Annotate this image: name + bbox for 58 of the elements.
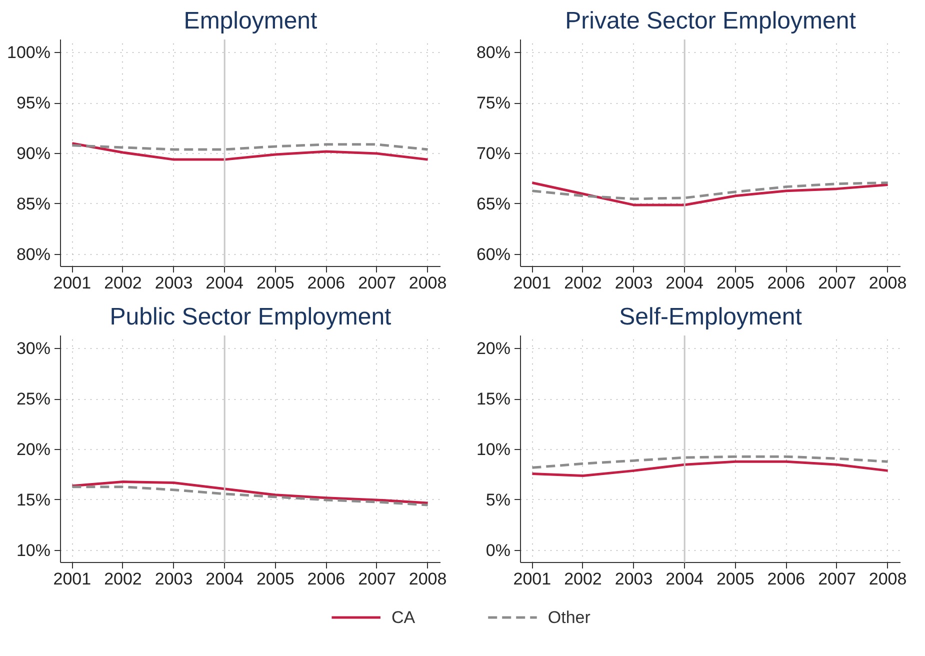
x-tick-label: 2007 [358, 274, 396, 292]
chart-title: Private Sector Employment [565, 8, 856, 34]
x-tick-label: 2001 [53, 274, 92, 292]
y-tick-label: 15% [16, 490, 51, 510]
x-tick-label: 2004 [206, 274, 244, 292]
x-tick-label: 2001 [53, 570, 92, 588]
y-tick-label: 5% [486, 490, 511, 510]
y-tick-label: 90% [16, 144, 51, 164]
x-tick-label: 2005 [256, 274, 294, 292]
x-tick-label: 2008 [408, 274, 447, 292]
x-tick-label: 2004 [206, 570, 244, 588]
legend-label: CA [392, 608, 416, 627]
legend-label: Other [548, 608, 591, 627]
y-tick-label: 80% [16, 244, 51, 264]
x-tick-label: 2007 [818, 570, 856, 588]
y-tick-label: 15% [476, 390, 511, 409]
y-tick-label: 75% [476, 94, 511, 113]
x-tick-label: 2006 [307, 274, 346, 292]
y-tick-label: 85% [16, 194, 51, 214]
x-tick-label: 2004 [666, 570, 704, 588]
x-tick-label: 2004 [666, 274, 704, 292]
y-tick-label: 70% [476, 144, 511, 164]
y-tick-label: 10% [476, 440, 511, 460]
x-tick-label: 2002 [564, 274, 602, 292]
x-tick-label: 2001 [513, 570, 552, 588]
x-tick-label: 2003 [154, 274, 193, 292]
x-tick-label: 2005 [716, 274, 754, 292]
x-tick-label: 2006 [767, 570, 806, 588]
y-tick-label: 95% [16, 94, 51, 113]
chart-title: Employment [184, 8, 318, 34]
x-tick-label: 2002 [104, 274, 142, 292]
y-tick-label: 0% [486, 540, 511, 560]
x-tick-label: 2007 [358, 570, 396, 588]
x-tick-label: 2003 [154, 570, 193, 588]
x-tick-label: 2008 [408, 570, 447, 588]
x-tick-label: 2003 [614, 570, 653, 588]
y-tick-label: 65% [476, 194, 511, 214]
y-tick-label: 80% [476, 43, 511, 62]
x-tick-label: 2006 [767, 274, 806, 292]
x-tick-label: 2002 [104, 570, 142, 588]
x-tick-label: 2003 [614, 274, 653, 292]
chart-title: Public Sector Employment [110, 304, 392, 330]
y-tick-label: 100% [7, 43, 51, 62]
x-tick-label: 2008 [868, 570, 907, 588]
y-tick-label: 30% [16, 339, 51, 358]
y-tick-label: 60% [476, 244, 511, 264]
chart-title: Self-Employment [619, 304, 802, 330]
x-tick-label: 2006 [307, 570, 346, 588]
y-tick-label: 10% [16, 540, 51, 560]
x-tick-label: 2002 [564, 570, 602, 588]
x-tick-label: 2005 [716, 570, 754, 588]
x-tick-label: 2001 [513, 274, 552, 292]
x-tick-label: 2005 [256, 570, 294, 588]
y-tick-label: 20% [16, 440, 51, 460]
y-tick-label: 20% [476, 339, 511, 358]
y-tick-label: 25% [16, 390, 51, 409]
x-tick-label: 2008 [868, 274, 907, 292]
x-tick-label: 2007 [818, 274, 856, 292]
